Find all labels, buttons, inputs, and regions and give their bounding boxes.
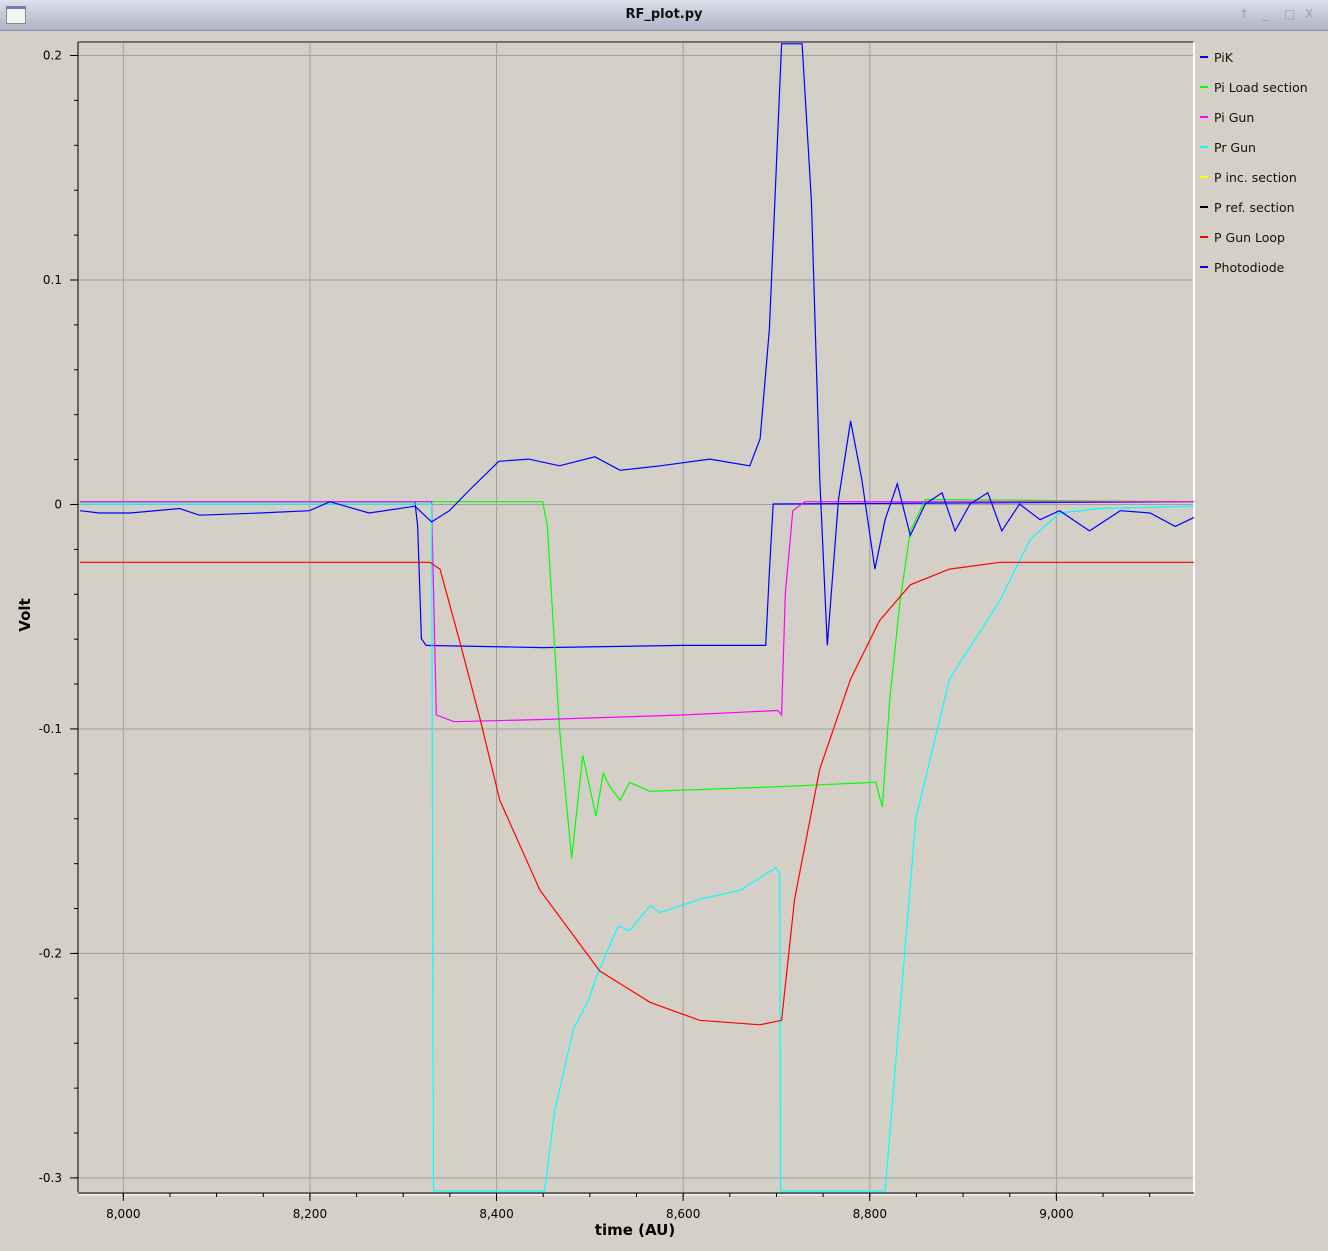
legend-label: Pr Gun xyxy=(1214,139,1256,155)
x-tick-label: 9,000 xyxy=(1039,1207,1073,1221)
legend-item[interactable]: Pi Load section xyxy=(1200,72,1308,102)
maximize-icon[interactable]: □ xyxy=(1284,7,1296,21)
x-tick-label: 8,800 xyxy=(853,1207,887,1221)
y-tick-label: -0.2 xyxy=(39,946,62,960)
x-axis-label: time (AU) xyxy=(595,1221,675,1239)
legend-swatch xyxy=(1200,206,1208,208)
legend-swatch xyxy=(1200,236,1208,238)
close-icon[interactable]: X xyxy=(1305,7,1314,21)
app-window-icon[interactable] xyxy=(6,6,26,24)
series-line-photodiode xyxy=(79,43,1195,646)
y-tick-label: 0.2 xyxy=(43,49,62,63)
legend-label: P ref. section xyxy=(1214,199,1295,215)
series-lines xyxy=(79,43,1195,1192)
legend: PiK Pi Load section Pi Gun Pr Gun P inc. sec… xyxy=(1200,42,1308,282)
legend-label: P inc. section xyxy=(1214,169,1297,185)
legend-item[interactable]: Pi Gun xyxy=(1200,102,1308,132)
x-tick-label: 8,200 xyxy=(293,1207,327,1221)
legend-swatch xyxy=(1200,176,1208,178)
legend-item[interactable]: P inc. section xyxy=(1200,162,1308,192)
y-tick-label: 0.1 xyxy=(43,273,62,287)
legend-item[interactable]: Pr Gun xyxy=(1200,132,1308,162)
y-tick-label: -0.3 xyxy=(39,1171,62,1185)
x-tick-label: 8,000 xyxy=(106,1207,140,1221)
x-tick-label: 8,600 xyxy=(666,1207,700,1221)
legend-item[interactable]: Photodiode xyxy=(1200,252,1308,282)
legend-label: Pi Load section xyxy=(1214,79,1308,95)
legend-label: PiK xyxy=(1214,49,1233,65)
x-tick-label: 8,400 xyxy=(479,1207,513,1221)
axes: 0.2 0.1 0 -0.1 -0.2 -0.3 8,000 8,200 8,400 8,600 8… xyxy=(39,41,1195,1221)
legend-swatch xyxy=(1200,116,1208,118)
legend-item[interactable]: P Gun Loop xyxy=(1200,222,1308,252)
series-line-pi-gun xyxy=(79,501,1194,723)
series-line-pik xyxy=(79,501,1195,649)
legend-label: P Gun Loop xyxy=(1214,229,1285,245)
series-line-p-gun-loop xyxy=(79,561,1194,1026)
legend-item[interactable]: PiK xyxy=(1200,42,1308,72)
legend-item[interactable]: P ref. section xyxy=(1200,192,1308,222)
legend-swatch xyxy=(1200,266,1208,268)
y-tick-label: -0.1 xyxy=(39,722,62,736)
series-line-pi-load-section xyxy=(79,498,1195,859)
window-title: RF_plot.py xyxy=(625,7,703,22)
legend-label: Pi Gun xyxy=(1214,109,1255,125)
grid xyxy=(78,42,1194,1192)
minimize-icon[interactable]: _ xyxy=(1262,7,1268,21)
y-tick-label: 0 xyxy=(54,497,62,511)
series-line-pr-gun xyxy=(79,503,1195,1192)
window-titlebar[interactable]: RF_plot.py ↑ _ □ X xyxy=(0,0,1328,31)
y-axis-label: Volt xyxy=(16,598,34,631)
legend-swatch xyxy=(1200,56,1208,58)
legend-swatch xyxy=(1200,86,1208,88)
pin-icon[interactable]: ↑ xyxy=(1239,7,1250,21)
legend-swatch xyxy=(1200,146,1208,148)
legend-label: Photodiode xyxy=(1214,259,1285,275)
